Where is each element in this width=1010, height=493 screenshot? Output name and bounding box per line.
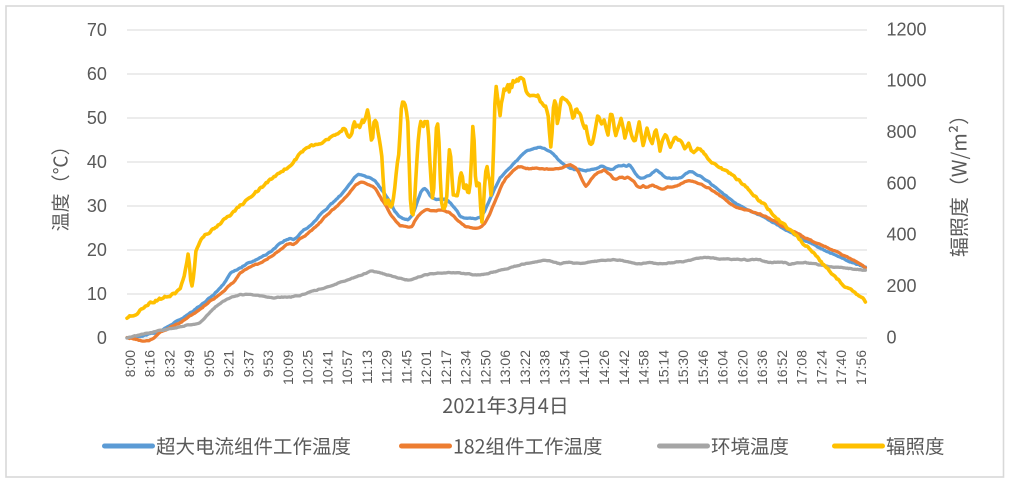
svg-text:15:30: 15:30 <box>675 350 691 385</box>
svg-text:8:16: 8:16 <box>142 350 158 377</box>
svg-text:14:26: 14:26 <box>596 350 612 385</box>
svg-text:10: 10 <box>87 284 107 304</box>
svg-text:16:20: 16:20 <box>734 350 750 385</box>
svg-text:8:00: 8:00 <box>122 350 138 377</box>
svg-text:9:53: 9:53 <box>260 350 276 377</box>
svg-text:13:54: 13:54 <box>557 350 573 385</box>
svg-text:0: 0 <box>97 328 107 348</box>
svg-text:9:21: 9:21 <box>221 350 237 377</box>
svg-text:13:06: 13:06 <box>497 350 513 385</box>
svg-text:16:52: 16:52 <box>774 350 790 385</box>
svg-text:14:10: 14:10 <box>576 350 592 385</box>
svg-text:50: 50 <box>87 108 107 128</box>
svg-text:12:01: 12:01 <box>418 350 434 385</box>
svg-text:70: 70 <box>87 20 107 40</box>
svg-text:1000: 1000 <box>887 71 927 91</box>
svg-text:10:09: 10:09 <box>280 350 296 385</box>
svg-text:17:56: 17:56 <box>853 350 869 385</box>
svg-text:9:05: 9:05 <box>201 350 217 377</box>
svg-text:0: 0 <box>887 327 897 347</box>
svg-text:10:25: 10:25 <box>300 350 316 385</box>
svg-text:13:22: 13:22 <box>517 350 533 385</box>
svg-text:15:14: 15:14 <box>655 350 671 385</box>
svg-text:40: 40 <box>87 152 107 172</box>
svg-text:600: 600 <box>887 173 917 193</box>
svg-text:13:38: 13:38 <box>537 350 553 385</box>
svg-text:16:36: 16:36 <box>754 350 770 385</box>
svg-text:10:41: 10:41 <box>319 350 335 385</box>
svg-text:8:49: 8:49 <box>181 350 197 377</box>
svg-text:12:34: 12:34 <box>458 350 474 385</box>
svg-text:12:50: 12:50 <box>478 350 494 385</box>
svg-text:1200: 1200 <box>887 19 927 39</box>
svg-text:200: 200 <box>887 276 917 296</box>
svg-text:14:42: 14:42 <box>616 350 632 385</box>
svg-text:12:17: 12:17 <box>438 350 454 385</box>
svg-text:30: 30 <box>87 196 107 216</box>
svg-text:8:32: 8:32 <box>161 350 177 377</box>
svg-text:60: 60 <box>87 64 107 84</box>
svg-text:11:45: 11:45 <box>399 350 415 384</box>
svg-text:14:58: 14:58 <box>636 350 652 385</box>
svg-text:17:24: 17:24 <box>813 350 829 385</box>
svg-text:10:57: 10:57 <box>339 350 355 385</box>
svg-text:17:40: 17:40 <box>833 350 849 385</box>
svg-text:11:29: 11:29 <box>379 350 395 384</box>
svg-text:800: 800 <box>887 122 917 142</box>
svg-text:15:46: 15:46 <box>695 350 711 385</box>
svg-text:11:13: 11:13 <box>359 350 375 384</box>
svg-text:17:08: 17:08 <box>794 350 810 385</box>
svg-text:16:04: 16:04 <box>715 350 731 385</box>
svg-text:9:37: 9:37 <box>240 350 256 377</box>
svg-text:400: 400 <box>887 225 917 245</box>
svg-text:20: 20 <box>87 240 107 260</box>
